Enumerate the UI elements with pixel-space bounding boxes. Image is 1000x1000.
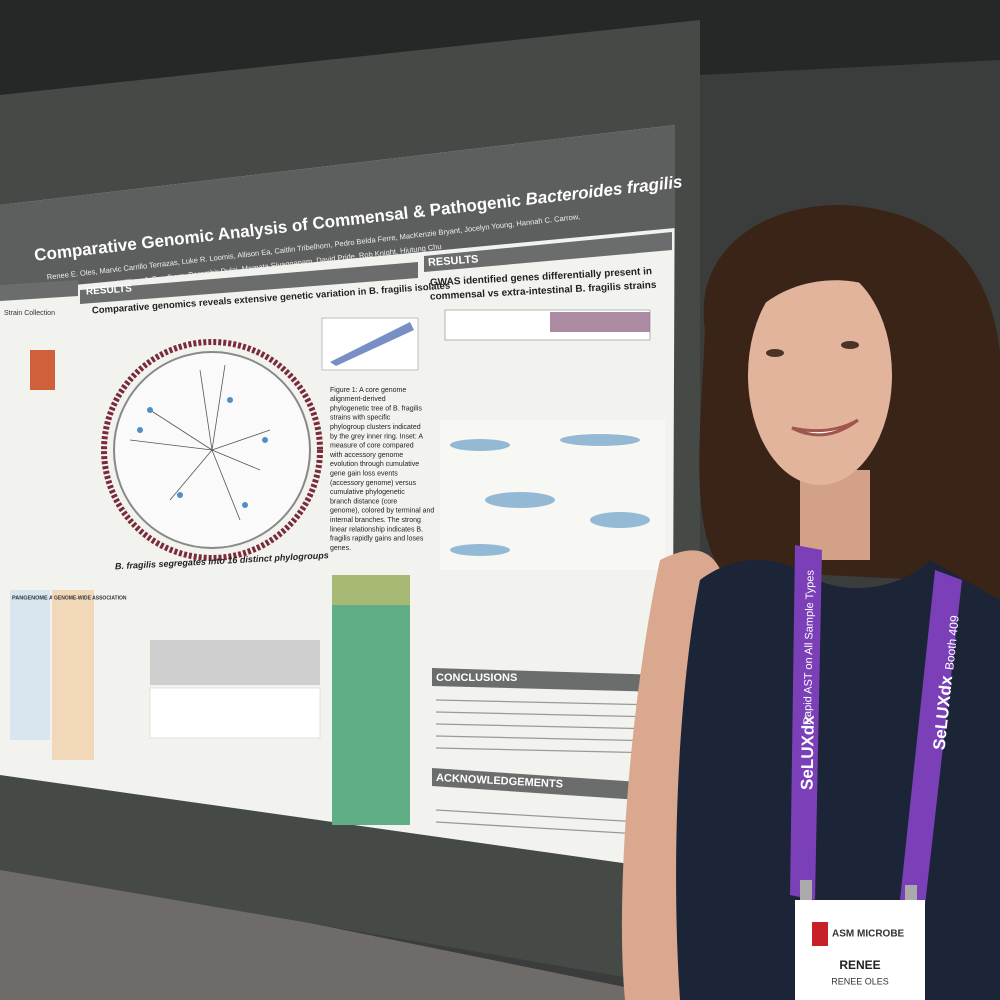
caption-line: by the grey inner ring. Inset: A bbox=[330, 433, 423, 440]
text-lines bbox=[435, 699, 661, 835]
caption-line: evolution through cumulative bbox=[330, 461, 419, 468]
eye bbox=[841, 341, 859, 349]
flow-box bbox=[10, 590, 50, 740]
badge-logo bbox=[812, 922, 828, 946]
lanyard-brand: SeLUXdx bbox=[797, 715, 817, 790]
micrographs bbox=[150, 640, 320, 685]
caption-line: phylogenetic tree of B. fragilis bbox=[330, 405, 422, 412]
label: GENOME-WIDE ASSOCIATION bbox=[54, 595, 127, 601]
gwas-bars bbox=[550, 312, 650, 332]
caption-line: Figure 1: A core genome bbox=[330, 387, 406, 394]
neck bbox=[800, 470, 870, 560]
flow-box bbox=[52, 590, 94, 760]
lanyard-strap bbox=[790, 545, 822, 900]
gene-networks bbox=[450, 434, 650, 556]
caption-line: cumulative phylogenetic bbox=[330, 489, 405, 496]
mouth bbox=[791, 418, 859, 437]
face bbox=[748, 265, 892, 485]
section-title: RESULTS bbox=[428, 253, 479, 268]
poster-header bbox=[0, 125, 675, 292]
heatmap bbox=[332, 575, 410, 825]
plots bbox=[149, 687, 321, 739]
figure-caption: Figure 1: A core genome alignment-derived… bbox=[329, 387, 434, 552]
heatmap bbox=[332, 575, 410, 605]
section-title: RESULTS bbox=[86, 283, 133, 297]
label: PANGENOME ANALYSIS bbox=[12, 595, 77, 601]
eye bbox=[766, 349, 784, 357]
section-bar bbox=[80, 262, 418, 304]
tree-branches bbox=[129, 364, 271, 521]
caption-line: branch distance (core bbox=[330, 498, 397, 505]
caption-line: linear relationship indicates B. bbox=[330, 526, 423, 533]
caption-line: fragilis rapidly gains and loses bbox=[330, 536, 424, 543]
hair bbox=[720, 242, 900, 330]
caption-line: internal branches. The strong bbox=[330, 517, 421, 524]
label: Strain Collection bbox=[4, 310, 55, 317]
section-bar bbox=[424, 232, 672, 272]
lanyard-strap bbox=[900, 570, 962, 905]
caption-line: measure of core compared bbox=[330, 443, 414, 450]
strain-chart bbox=[30, 350, 55, 390]
inset-points bbox=[330, 322, 414, 366]
tree-ring bbox=[101, 339, 323, 561]
caption-line: phylogroup clusters indicated bbox=[330, 424, 421, 431]
section-bar bbox=[432, 768, 640, 800]
clip bbox=[800, 880, 812, 905]
section-title: CONCLUSIONS bbox=[436, 672, 517, 684]
lanyard-booth: Booth 409 bbox=[942, 614, 962, 670]
lanyard-tagline: Rapid AST on All Sample Types bbox=[802, 570, 817, 726]
caption-line: strains with specific bbox=[330, 415, 391, 422]
section-bar bbox=[0, 280, 78, 301]
badge-full-name: RENEE OLES bbox=[831, 976, 889, 986]
badge bbox=[795, 900, 925, 1000]
section-bar bbox=[432, 668, 665, 692]
caption-line: alignment-derived bbox=[330, 396, 386, 403]
caption-line: (accessory genome) versus bbox=[330, 480, 416, 487]
caption-line: with accessory genome bbox=[329, 452, 403, 459]
caption-line: genome), colored by terminal and bbox=[330, 508, 434, 515]
badge-first-name: RENEE bbox=[839, 958, 880, 972]
tree-points bbox=[137, 397, 268, 508]
badge-event: ASM MICROBE bbox=[832, 929, 905, 940]
caption-line: genes. bbox=[330, 545, 351, 552]
caption-line: gene gain loss events bbox=[330, 471, 398, 478]
